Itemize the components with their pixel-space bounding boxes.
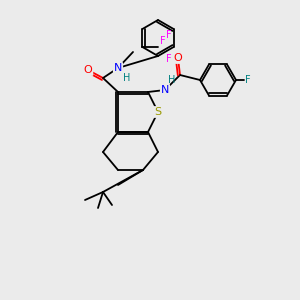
Text: F: F xyxy=(167,54,172,64)
Text: F: F xyxy=(160,36,166,46)
Text: N: N xyxy=(114,63,122,73)
Text: F: F xyxy=(167,30,172,40)
Text: O: O xyxy=(84,65,92,75)
Text: F: F xyxy=(245,75,250,85)
Text: O: O xyxy=(174,53,182,63)
Text: S: S xyxy=(154,107,162,117)
Text: H: H xyxy=(168,75,176,85)
Text: N: N xyxy=(161,85,169,95)
Text: H: H xyxy=(123,73,130,83)
